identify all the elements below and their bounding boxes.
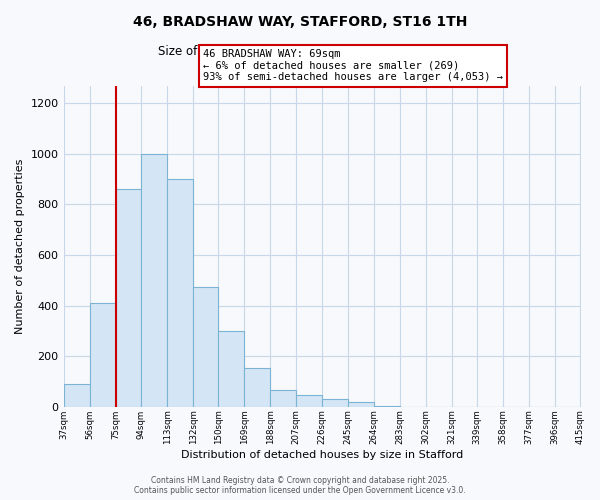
Y-axis label: Number of detached properties: Number of detached properties <box>15 158 25 334</box>
Bar <box>116 190 142 407</box>
Bar <box>296 394 322 407</box>
Bar <box>64 384 89 407</box>
Text: 46 BRADSHAW WAY: 69sqm
← 6% of detached houses are smaller (269)
93% of semi-det: 46 BRADSHAW WAY: 69sqm ← 6% of detached … <box>203 49 503 82</box>
Bar <box>193 286 218 407</box>
Text: 46, BRADSHAW WAY, STAFFORD, ST16 1TH: 46, BRADSHAW WAY, STAFFORD, ST16 1TH <box>133 15 467 29</box>
Bar <box>89 303 116 407</box>
Bar <box>270 390 296 407</box>
Bar <box>167 179 193 407</box>
Bar <box>218 331 244 407</box>
Bar <box>322 399 348 407</box>
Bar <box>374 406 400 407</box>
Bar <box>244 368 270 407</box>
Bar <box>142 154 167 407</box>
Title: Size of property relative to detached houses in Stafford: Size of property relative to detached ho… <box>158 45 486 58</box>
X-axis label: Distribution of detached houses by size in Stafford: Distribution of detached houses by size … <box>181 450 463 460</box>
Bar <box>348 402 374 407</box>
Text: Contains HM Land Registry data © Crown copyright and database right 2025.
Contai: Contains HM Land Registry data © Crown c… <box>134 476 466 495</box>
